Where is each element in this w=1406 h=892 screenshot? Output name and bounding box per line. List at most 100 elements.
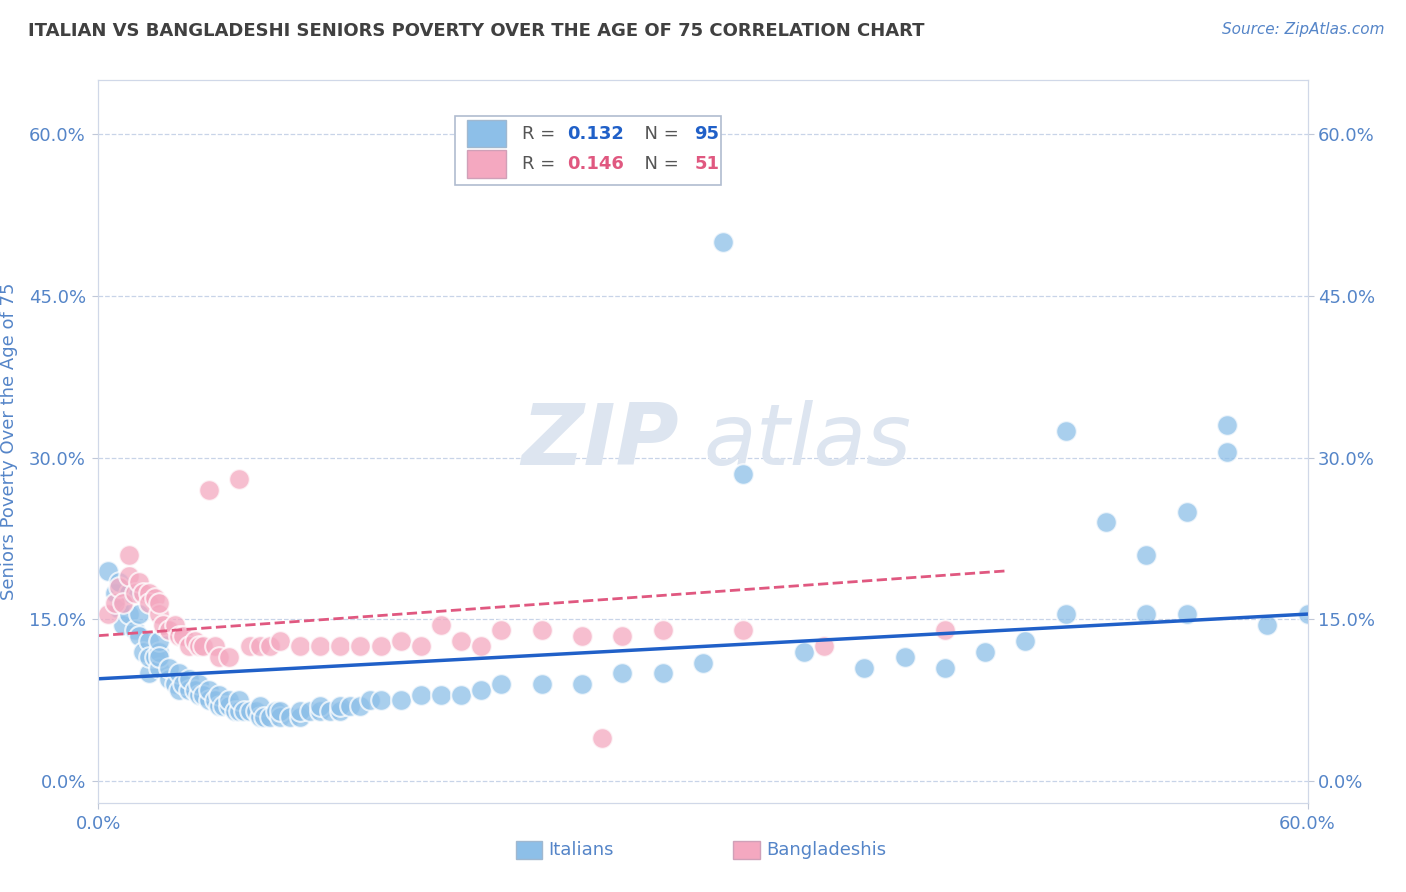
Point <box>172 629 194 643</box>
Point <box>450 688 472 702</box>
Point <box>157 624 180 638</box>
Point <box>309 698 332 713</box>
Point <box>430 688 453 702</box>
Point <box>389 634 412 648</box>
Point <box>530 677 553 691</box>
Point <box>138 666 160 681</box>
Point <box>107 580 129 594</box>
FancyBboxPatch shape <box>467 120 506 147</box>
Point <box>232 704 254 718</box>
Point <box>245 704 267 718</box>
Point <box>179 640 201 654</box>
Point <box>612 629 634 643</box>
Text: N =: N = <box>633 125 685 143</box>
FancyBboxPatch shape <box>467 151 506 178</box>
Point <box>288 704 311 718</box>
Point <box>218 650 240 665</box>
Point <box>97 607 120 621</box>
Point <box>193 640 215 654</box>
Point <box>208 698 231 713</box>
Point <box>309 640 332 654</box>
Point <box>198 483 221 497</box>
Point <box>1135 548 1157 562</box>
Point <box>733 624 755 638</box>
Point <box>138 650 160 665</box>
Point <box>239 640 262 654</box>
Point <box>1014 634 1036 648</box>
Point <box>934 624 956 638</box>
Point <box>1216 445 1239 459</box>
Point <box>228 704 250 718</box>
Point <box>253 709 276 723</box>
Point <box>370 640 392 654</box>
Point <box>204 640 226 654</box>
Point <box>148 607 170 621</box>
Text: ZIP: ZIP <box>522 400 679 483</box>
Point <box>138 585 160 599</box>
Text: Italians: Italians <box>548 841 614 859</box>
Point <box>370 693 392 707</box>
Point <box>204 693 226 707</box>
Point <box>1216 418 1239 433</box>
Point <box>188 640 211 654</box>
Point <box>228 693 250 707</box>
FancyBboxPatch shape <box>516 841 543 859</box>
Point <box>124 624 146 638</box>
Point <box>288 640 311 654</box>
Point <box>152 618 174 632</box>
Point <box>118 607 141 621</box>
Point <box>651 624 673 638</box>
Point <box>360 693 382 707</box>
Point <box>1175 505 1198 519</box>
Text: 0.146: 0.146 <box>568 155 624 173</box>
FancyBboxPatch shape <box>456 117 721 185</box>
Point <box>269 704 291 718</box>
Point <box>1054 424 1077 438</box>
Point <box>389 693 412 707</box>
Point <box>288 709 311 723</box>
Point <box>198 682 221 697</box>
Point <box>612 666 634 681</box>
Point <box>224 704 246 718</box>
Point <box>218 698 240 713</box>
Point <box>733 467 755 481</box>
Point <box>853 661 876 675</box>
Point <box>1296 607 1319 621</box>
Point <box>163 677 186 691</box>
Point <box>184 682 207 697</box>
Point <box>264 704 287 718</box>
Point <box>1135 607 1157 621</box>
Point <box>167 682 190 697</box>
Point <box>208 688 231 702</box>
Point <box>329 698 352 713</box>
Point <box>97 564 120 578</box>
Point <box>103 596 125 610</box>
Text: Bangladeshis: Bangladeshis <box>766 841 886 859</box>
Point <box>107 601 129 615</box>
Point <box>349 698 371 713</box>
Point <box>148 596 170 610</box>
Point <box>172 677 194 691</box>
Point <box>339 698 361 713</box>
Point <box>651 666 673 681</box>
Point <box>132 645 155 659</box>
Point <box>208 650 231 665</box>
Point <box>1054 607 1077 621</box>
Point <box>218 693 240 707</box>
Point <box>329 640 352 654</box>
Point <box>138 634 160 648</box>
Point <box>249 709 271 723</box>
Point <box>193 688 215 702</box>
Point <box>107 574 129 589</box>
Text: atlas: atlas <box>703 400 911 483</box>
Point <box>111 618 134 632</box>
Point <box>188 677 211 691</box>
Point <box>143 591 166 605</box>
Point <box>893 650 915 665</box>
Point <box>111 596 134 610</box>
Point <box>269 634 291 648</box>
Point <box>259 709 281 723</box>
Point <box>491 624 513 638</box>
Text: R =: R = <box>522 155 561 173</box>
Point <box>470 640 492 654</box>
